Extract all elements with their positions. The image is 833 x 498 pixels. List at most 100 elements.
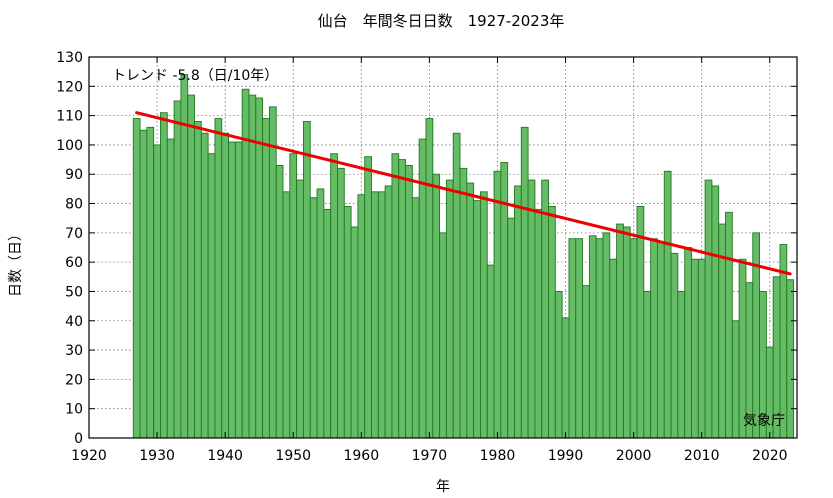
bar-1985: [527, 179, 536, 439]
bar-2023: [786, 279, 795, 439]
bar-1977: [473, 200, 481, 439]
bar-1940: [221, 132, 230, 439]
bar-1961: [364, 156, 372, 439]
y-tick-label: 20: [65, 372, 83, 388]
bar-1989: [554, 291, 563, 439]
x-tick-label: 2020: [752, 448, 788, 464]
bar-2004: [656, 241, 665, 439]
bar-1983: [514, 185, 522, 439]
bar-1973: [445, 179, 454, 439]
bar-1951: [296, 179, 304, 439]
bar-2000: [629, 238, 638, 439]
bar-1967: [405, 164, 413, 439]
bar-1990: [561, 317, 570, 439]
y-tick-label: 40: [65, 314, 83, 330]
y-tick-label: 10: [65, 402, 83, 418]
bar-2012: [711, 185, 720, 439]
x-tick-label: 1980: [480, 448, 516, 464]
bar-2002: [643, 291, 652, 439]
bar-1952: [302, 121, 311, 439]
bar-1959: [350, 226, 359, 439]
plot-frame: [88, 56, 798, 439]
bar-1995: [595, 238, 604, 439]
bar-1982: [507, 217, 515, 439]
bar-1937: [200, 132, 209, 439]
bar-1950: [289, 153, 298, 439]
bar-1945: [255, 97, 264, 439]
bar-1931: [160, 112, 168, 439]
bar-2003: [650, 238, 658, 439]
bar-1980: [493, 170, 502, 439]
bar-1971: [432, 173, 441, 439]
y-axis-label: 日数（日）: [8, 227, 24, 297]
y-tick-label: 110: [56, 109, 83, 125]
bar-1953: [309, 197, 318, 439]
x-tick-label: 1940: [207, 448, 243, 464]
bar-1936: [194, 121, 202, 439]
y-tick-label: 130: [56, 50, 83, 66]
bar-1927: [132, 118, 141, 439]
bar-1957: [337, 167, 345, 439]
trend-line: [135, 111, 792, 276]
bar-2008: [684, 247, 692, 439]
y-tick-label: 30: [65, 343, 83, 359]
x-tick-label: 1920: [71, 448, 107, 464]
x-tick-label: 2010: [684, 448, 720, 464]
y-tick-label: 80: [65, 197, 83, 213]
bar-1928: [139, 129, 148, 439]
bar-1979: [486, 264, 495, 439]
bar-2009: [691, 258, 699, 439]
bar-1958: [343, 206, 352, 439]
bar-1949: [282, 191, 291, 439]
bar-1933: [173, 100, 182, 439]
chart-title: 仙台 年間冬日日数 1927-2023年: [318, 12, 565, 30]
bar-2010: [697, 258, 706, 439]
bar-1963: [377, 191, 386, 439]
bar-1999: [622, 226, 631, 439]
bar-1976: [466, 182, 475, 439]
x-tick-label: 1930: [139, 448, 175, 464]
bar-1993: [582, 285, 590, 439]
bar-2006: [670, 252, 679, 439]
bar-1964: [384, 185, 393, 439]
bar-1997: [609, 258, 618, 439]
bar-1954: [316, 188, 325, 439]
bar-1992: [575, 238, 584, 439]
x-axis: 1920 1930 1940 1950 1960 1970 1980 1990 2000 2010…: [71, 57, 788, 464]
bar-2005: [663, 170, 672, 439]
bar-1988: [548, 206, 556, 439]
bar-1991: [568, 238, 577, 439]
trend-label: トレンド -5.8（日/10年）: [112, 68, 278, 84]
bar-1970: [425, 118, 434, 439]
bar-2015: [731, 320, 740, 439]
bar-1939: [214, 118, 223, 439]
bar-1962: [371, 191, 379, 439]
bar-1996: [602, 232, 611, 439]
y-tick-label: 70: [65, 226, 83, 242]
bar-1966: [398, 159, 407, 439]
bar-1978: [479, 191, 488, 439]
x-tick-label: 2000: [616, 448, 652, 464]
bar-2011: [704, 179, 713, 439]
y-tick-label: 90: [65, 167, 83, 183]
y-tick-label: 100: [56, 138, 83, 154]
bar-1934: [180, 74, 189, 439]
bar-1984: [520, 126, 529, 439]
trend-group: [135, 111, 792, 276]
bar-1956: [330, 153, 338, 439]
bar-2001: [636, 206, 645, 439]
bar-1948: [275, 164, 284, 439]
x-tick-label: 1960: [343, 448, 379, 464]
bar-1930: [153, 144, 161, 439]
bar-1994: [588, 235, 597, 439]
bar-1929: [146, 126, 155, 439]
bar-1987: [541, 179, 549, 439]
bar-2007: [677, 291, 686, 439]
y-tick-label: 0: [74, 431, 83, 447]
bar-1975: [459, 167, 468, 439]
bar-1942: [234, 141, 243, 439]
bar-1972: [439, 232, 447, 439]
bar-1960: [357, 194, 366, 439]
bar-1968: [411, 197, 420, 439]
